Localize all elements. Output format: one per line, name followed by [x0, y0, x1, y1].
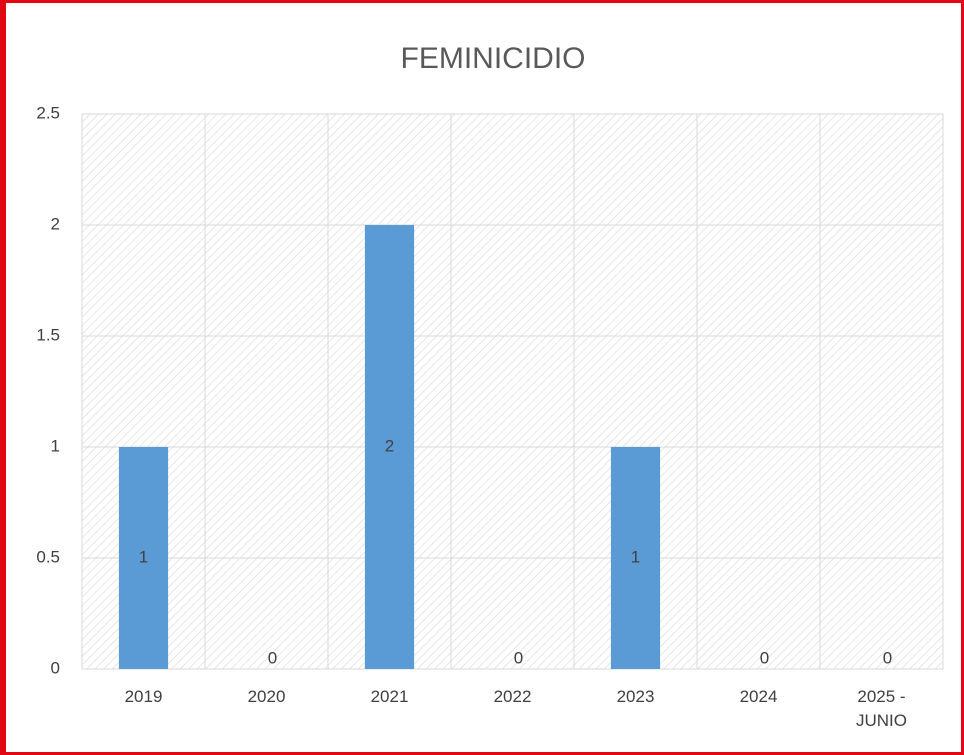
- y-tick-label: 2.5: [36, 103, 60, 122]
- y-tick-label: 0: [51, 658, 60, 677]
- data-label: 0: [268, 648, 277, 667]
- data-label: 0: [883, 648, 892, 667]
- x-tick-label: 2023: [616, 687, 655, 706]
- data-label: 1: [139, 547, 148, 566]
- y-tick-label: 1.5: [36, 325, 60, 344]
- x-tick-label: 2024: [739, 687, 778, 706]
- chart-title: FEMINICIDIO: [401, 42, 586, 75]
- y-tick-label: 2: [51, 214, 60, 233]
- bar: [610, 447, 661, 669]
- x-tick-label: 2025 - JUNIO: [856, 687, 907, 730]
- chart: FEMINICIDIO 0 0.5 1 1.5 2 2.5 1 0 2 0 1 0 0: [36, 42, 944, 677]
- y-tick-label: 0.5: [36, 547, 60, 566]
- bar: [364, 225, 415, 669]
- data-label: 0: [514, 648, 523, 667]
- x-tick-label: 2019: [124, 687, 163, 706]
- x-tick-label: 2020: [247, 687, 286, 706]
- data-label: 0: [760, 648, 769, 667]
- x-tick-label: 2022: [493, 687, 532, 706]
- data-label: 1: [631, 547, 640, 566]
- bar: [118, 447, 169, 669]
- y-tick-label: 1: [51, 436, 60, 455]
- x-tick-label: 2021: [370, 687, 409, 706]
- data-label: 2: [385, 436, 394, 455]
- plot-background: [82, 114, 943, 669]
